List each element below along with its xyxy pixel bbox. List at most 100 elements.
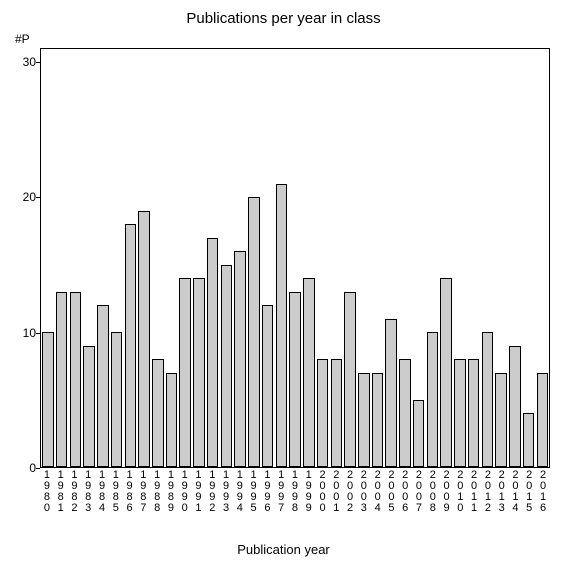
bar-slot bbox=[274, 49, 288, 467]
x-tick-label: 2 0 1 1 bbox=[471, 470, 477, 514]
x-tick-label: 2 0 0 0 bbox=[319, 470, 325, 514]
x-tick-label: 1 9 8 6 bbox=[127, 470, 133, 514]
bar bbox=[193, 278, 205, 467]
bar-slot bbox=[522, 49, 536, 467]
x-tick-label: 2 0 0 7 bbox=[416, 470, 422, 514]
bar bbox=[358, 373, 370, 467]
bar-slot bbox=[192, 49, 206, 467]
plot-area bbox=[40, 48, 550, 468]
bar bbox=[221, 265, 233, 467]
x-tick-label: 1 9 9 1 bbox=[195, 470, 201, 514]
bar-slot bbox=[233, 49, 247, 467]
bar-slot bbox=[467, 49, 481, 467]
x-tick-label: 1 9 9 2 bbox=[209, 470, 215, 514]
bar-slot bbox=[481, 49, 495, 467]
bar-slot bbox=[96, 49, 110, 467]
bar-slot bbox=[302, 49, 316, 467]
bar-slot bbox=[110, 49, 124, 467]
bar-slot bbox=[68, 49, 82, 467]
bar-slot bbox=[55, 49, 69, 467]
x-tick-label: 2 0 1 4 bbox=[512, 470, 518, 514]
bar bbox=[495, 373, 507, 467]
x-tick-label: 1 9 8 2 bbox=[71, 470, 77, 514]
bar-slot bbox=[453, 49, 467, 467]
bar-slot bbox=[384, 49, 398, 467]
x-tick-label: 2 0 1 3 bbox=[499, 470, 505, 514]
bar-slot bbox=[165, 49, 179, 467]
bar bbox=[207, 238, 219, 467]
bar-slot bbox=[316, 49, 330, 467]
bar-slot bbox=[288, 49, 302, 467]
bar-slot bbox=[426, 49, 440, 467]
bar bbox=[289, 292, 301, 467]
bar bbox=[166, 373, 178, 467]
x-tick-label: 1 9 9 9 bbox=[306, 470, 312, 514]
y-tick-mark bbox=[36, 468, 40, 469]
bar bbox=[331, 359, 343, 467]
bar-slot bbox=[82, 49, 96, 467]
bar bbox=[276, 184, 288, 467]
bar-slot bbox=[41, 49, 55, 467]
bar bbox=[125, 224, 137, 467]
bar-slot bbox=[343, 49, 357, 467]
bar bbox=[111, 332, 123, 467]
bar bbox=[317, 359, 329, 467]
bar bbox=[179, 278, 191, 467]
bars-group bbox=[41, 49, 549, 467]
bar-slot bbox=[357, 49, 371, 467]
x-tick-label: 1 9 8 9 bbox=[168, 470, 174, 514]
y-tick-label: 20 bbox=[23, 190, 36, 204]
bar-slot bbox=[178, 49, 192, 467]
x-tick-label: 2 0 0 6 bbox=[402, 470, 408, 514]
bar-slot bbox=[247, 49, 261, 467]
x-tick-label: 1 9 8 5 bbox=[113, 470, 119, 514]
x-tick-label: 1 9 9 8 bbox=[292, 470, 298, 514]
bar-slot bbox=[398, 49, 412, 467]
bar-slot bbox=[137, 49, 151, 467]
x-tick-label: 2 0 0 9 bbox=[443, 470, 449, 514]
x-tick-label: 1 9 8 7 bbox=[140, 470, 146, 514]
bar bbox=[537, 373, 549, 467]
bar-slot bbox=[261, 49, 275, 467]
x-tick-label: 1 9 9 6 bbox=[264, 470, 270, 514]
x-tick-label: 1 9 9 5 bbox=[251, 470, 257, 514]
x-tick-label: 1 9 9 4 bbox=[237, 470, 243, 514]
bar bbox=[42, 332, 54, 467]
chart-container: Publications per year in class #P 010203… bbox=[0, 0, 567, 567]
x-tick-label: 1 9 8 4 bbox=[99, 470, 105, 514]
bar-slot bbox=[412, 49, 426, 467]
bar-slot bbox=[439, 49, 453, 467]
bar bbox=[70, 292, 82, 467]
bar bbox=[523, 413, 535, 467]
x-tick-label: 2 0 1 0 bbox=[457, 470, 463, 514]
bar bbox=[399, 359, 411, 467]
y-tick-label: 0 bbox=[29, 461, 36, 475]
y-tick-label: 10 bbox=[23, 326, 36, 340]
bar-slot bbox=[535, 49, 549, 467]
bar bbox=[97, 305, 109, 467]
x-tick-label: 2 0 0 2 bbox=[347, 470, 353, 514]
x-tick-label: 1 9 9 3 bbox=[223, 470, 229, 514]
x-tick-label: 1 9 8 1 bbox=[58, 470, 64, 514]
x-tick-label: 2 0 0 5 bbox=[388, 470, 394, 514]
bar-slot bbox=[220, 49, 234, 467]
x-axis-title: Publication year bbox=[0, 542, 567, 557]
x-tick-label: 2 0 1 6 bbox=[540, 470, 546, 514]
bar bbox=[454, 359, 466, 467]
y-axis-ticks: 0102030 bbox=[0, 48, 40, 468]
bar bbox=[372, 373, 384, 467]
bar-slot bbox=[494, 49, 508, 467]
x-tick-label: 2 0 1 2 bbox=[485, 470, 491, 514]
bar bbox=[427, 332, 439, 467]
bar bbox=[248, 197, 260, 467]
x-tick-label: 2 0 0 8 bbox=[430, 470, 436, 514]
bar bbox=[468, 359, 480, 467]
bar-slot bbox=[371, 49, 385, 467]
bar bbox=[440, 278, 452, 467]
bar bbox=[344, 292, 356, 467]
bar bbox=[482, 332, 494, 467]
x-tick-label: 2 0 0 1 bbox=[333, 470, 339, 514]
y-axis-label: #P bbox=[15, 32, 30, 46]
x-tick-label: 2 0 0 4 bbox=[375, 470, 381, 514]
bar bbox=[234, 251, 246, 467]
